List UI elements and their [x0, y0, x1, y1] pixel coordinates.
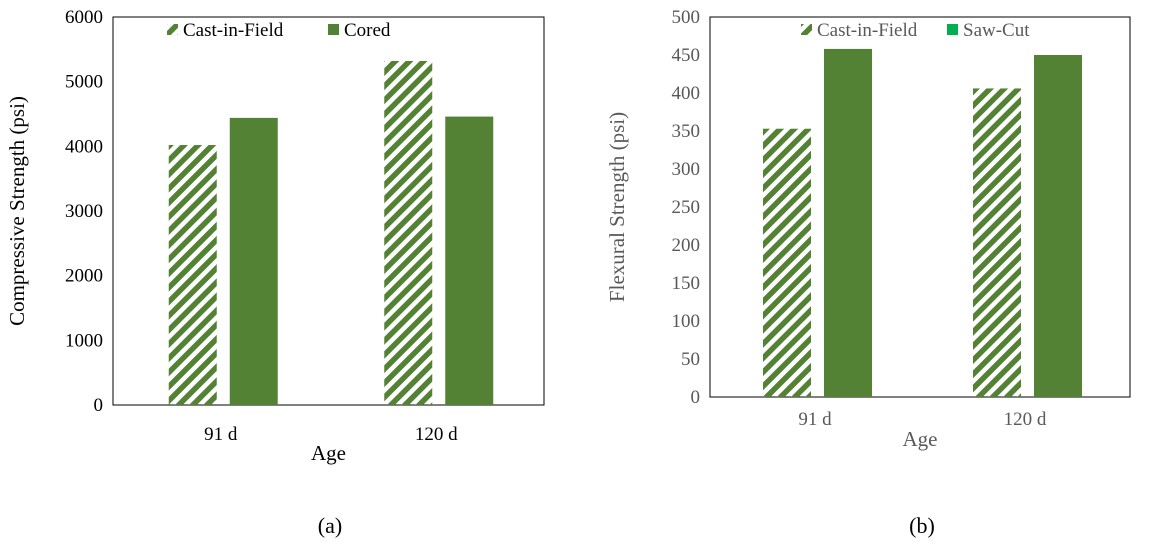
plot-frame: [709, 16, 1131, 398]
y-tick-label: 0: [691, 387, 701, 408]
bar-solid: [824, 48, 872, 398]
y-tick-label: 1000: [65, 330, 103, 351]
x-axis-title: Age: [903, 427, 938, 451]
bar-hatched: [973, 88, 1021, 397]
y-tick-label: 250: [672, 197, 701, 218]
x-tick-label: 91 d: [798, 409, 832, 430]
chart-b: 0 50 100 150 200 250 300 350 400 450 500 91 d 120 d F…: [605, 7, 1131, 538]
legend-label: Cast-in-Field: [183, 20, 284, 41]
panel-label: (a): [318, 513, 342, 538]
y-axis-title: Flexural Strength (psi): [605, 112, 629, 302]
y-tick-label: 200: [672, 235, 701, 256]
y-axis-title: Compressive Strength (psi): [5, 96, 29, 326]
bar-hatched: [168, 145, 217, 406]
legend-label: Cored: [344, 20, 391, 41]
bar-hatched: [763, 128, 811, 397]
y-tick-label: 100: [672, 311, 701, 332]
legend-swatch: [947, 24, 958, 35]
x-axis-title: Age: [311, 441, 346, 465]
y-tick-label: 2000: [65, 266, 103, 287]
bar-solid: [1034, 55, 1082, 397]
legend-swatch: [328, 24, 339, 35]
y-tick-label: 300: [672, 159, 701, 180]
legend-swatch: [167, 24, 178, 35]
x-tick-label: 120 d: [1004, 409, 1047, 430]
y-tick-label: 350: [672, 121, 701, 142]
y-tick-label: 400: [672, 83, 701, 104]
y-tick-label: 6000: [65, 7, 103, 28]
y-tick-label: 500: [672, 7, 701, 28]
panel-label: (b): [909, 513, 935, 538]
bar-solid: [445, 116, 494, 405]
legend-label: Saw-Cut: [963, 20, 1030, 41]
y-tick-label: 4000: [65, 136, 103, 157]
x-tick-label: 91 d: [204, 424, 238, 445]
legend-label: Cast-in-Field: [817, 20, 918, 41]
y-tick-label: 150: [672, 273, 701, 294]
bar-solid: [229, 117, 278, 405]
y-tick-label: 0: [94, 395, 104, 416]
y-tick-label: 5000: [65, 72, 103, 93]
bar-hatched: [384, 60, 433, 406]
y-tick-label: 3000: [65, 201, 103, 222]
y-tick-label: 50: [681, 349, 700, 370]
x-tick-label: 120 d: [415, 424, 458, 445]
y-tick-label: 450: [672, 45, 701, 66]
legend-swatch: [801, 24, 812, 35]
chart-a: 0 1000 2000 3000 4000 5000 6000 91 d 120 d Compre…: [5, 7, 545, 538]
plot-frame: [112, 16, 545, 406]
